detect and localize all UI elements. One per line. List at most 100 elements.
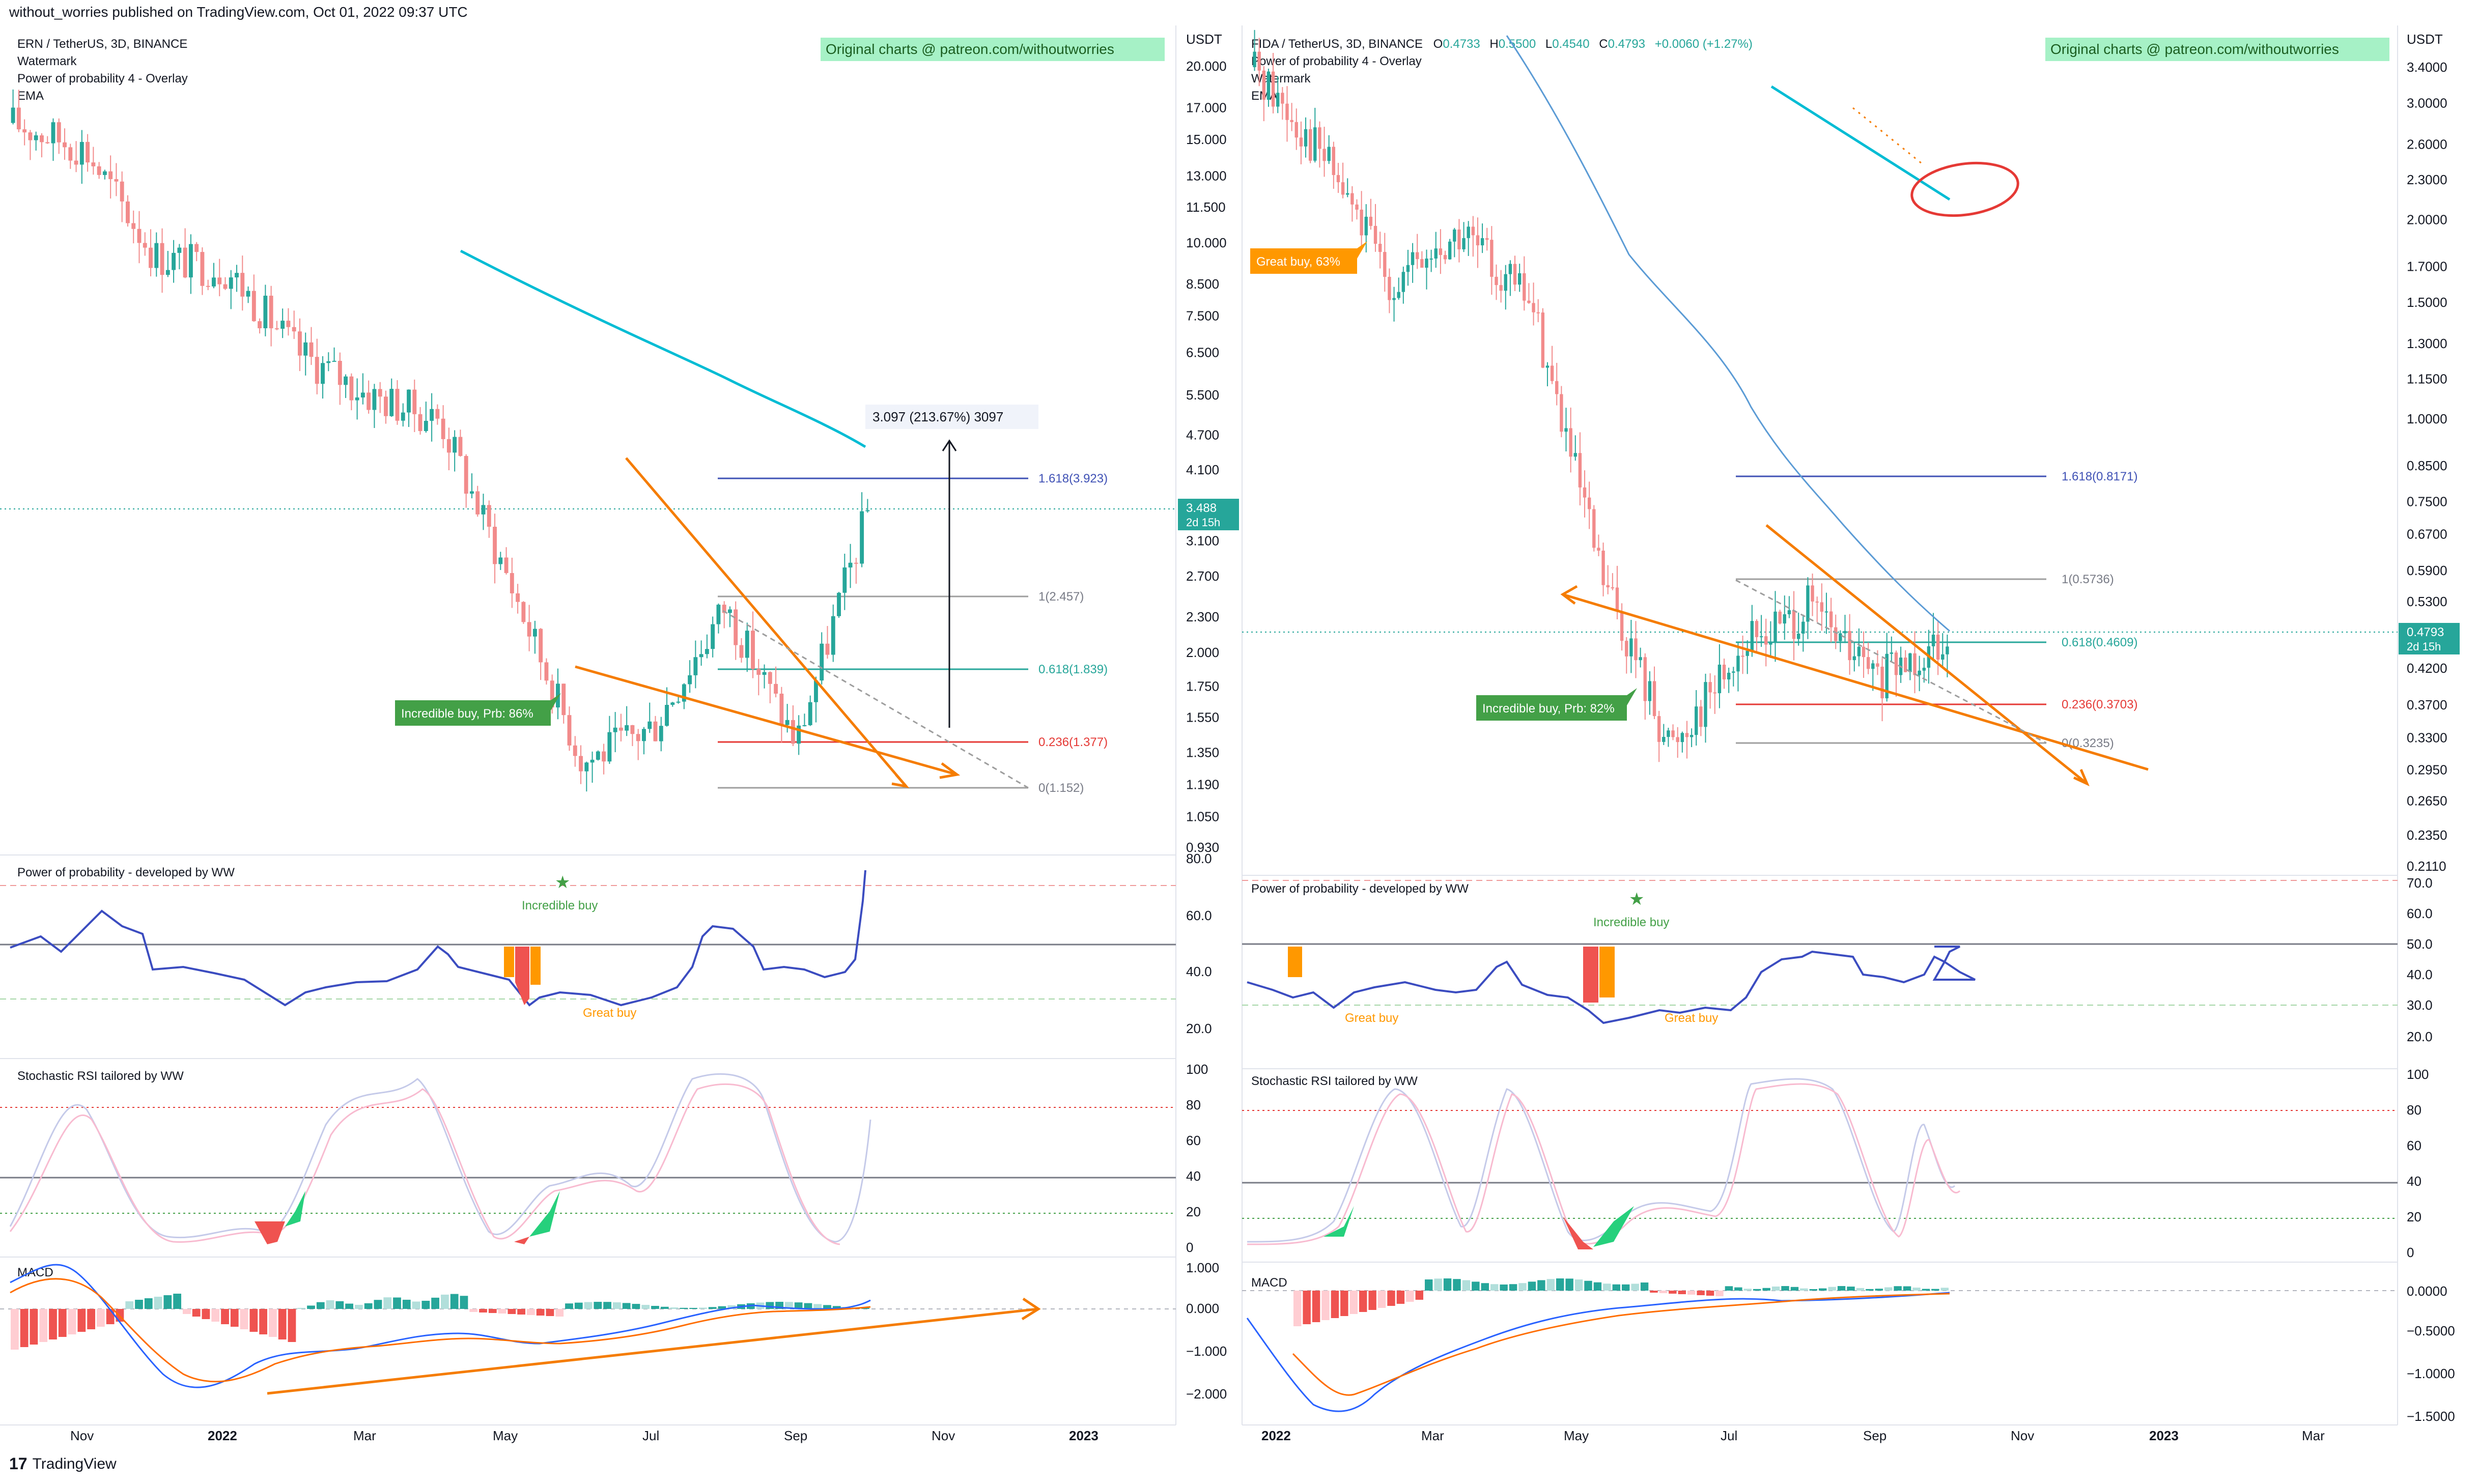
right-last-price-tag: 0.4793 2d 15h — [2399, 623, 2460, 654]
macd-tick: −1.000 — [1186, 1344, 1227, 1359]
right-promo-banner[interactable]: Original charts @ patreon.com/withoutwor… — [2045, 38, 2389, 61]
candle-body — [1411, 252, 1415, 265]
fib-0-label: 0(0.3235) — [2062, 736, 2114, 750]
candle-body — [1643, 657, 1647, 701]
candle-body — [1573, 453, 1577, 457]
macd-bar — [269, 1309, 277, 1337]
right-candles — [1253, 30, 1949, 762]
right-signal-incredible[interactable]: Incredible buy, Prb: 82% — [1476, 688, 1637, 721]
macd-bar — [1472, 1281, 1480, 1291]
candle-body — [1908, 653, 1912, 672]
right-title-line: Watermark — [1251, 72, 1311, 85]
macd-tick: −0.5000 — [2407, 1323, 2455, 1338]
macd-bar — [651, 1306, 659, 1309]
stoch-tick: 40 — [2407, 1174, 2421, 1189]
macd-bar — [1866, 1289, 1874, 1291]
left-price-axis[interactable]: USDT 20.000 17.000 15.000 13.000 11.500 10.00… — [1186, 32, 1227, 855]
macd-bar — [565, 1303, 573, 1309]
left-candles — [11, 89, 870, 792]
candle-body — [286, 321, 291, 327]
left-signal-incredible[interactable]: Incredible buy, Prb: 86% — [395, 693, 561, 726]
last-price: 3.488 — [1186, 501, 1217, 515]
left-macd-panel: MACD 1.000 0.000 −1.000 −2.000 — [0, 1260, 1227, 1402]
candle-body — [217, 277, 222, 284]
left-stoch-panel: Stochastic RSI tailored by WW 100 80 60 … — [0, 1062, 1208, 1255]
candle-body — [102, 171, 107, 175]
last-time: 2d 15h — [1186, 516, 1220, 529]
candle-body — [223, 284, 228, 289]
right-panel — [1242, 25, 2398, 1425]
price-tick: 1.7000 — [2407, 259, 2447, 274]
candle-body — [1704, 682, 1707, 727]
ohlc-l-label: L — [1545, 37, 1552, 51]
macd-bar — [1697, 1291, 1705, 1295]
macd-bar — [536, 1309, 545, 1316]
macd-bar — [1443, 1278, 1452, 1291]
candle-body — [430, 409, 434, 421]
macd-bar — [192, 1309, 201, 1317]
candle-body — [716, 605, 721, 624]
macd-bar — [584, 1302, 593, 1309]
right-signal-great[interactable]: Great buy, 63% — [1250, 241, 1367, 274]
candle-body — [1852, 656, 1856, 661]
candle-body — [1839, 633, 1842, 641]
candle-body — [258, 321, 262, 328]
candle-body — [143, 243, 147, 248]
candle-body — [670, 702, 675, 705]
candle-body — [441, 418, 445, 439]
candle-body — [321, 363, 325, 384]
candle-body — [86, 141, 90, 163]
candle-body — [1918, 670, 1921, 675]
left-promo-banner[interactable]: Original charts @ patreon.com/withoutwor… — [821, 38, 1165, 61]
candle-body — [653, 721, 658, 741]
macd-bar — [1593, 1282, 1602, 1291]
left-time-axis[interactable]: Nov 2022 Mar May Jul Sep Nov 2023 — [70, 1428, 1099, 1443]
candle-body — [1341, 182, 1345, 195]
price-tick: 2.6000 — [2407, 137, 2447, 152]
macd-bar — [1546, 1279, 1555, 1291]
pop-tick: 50.0 — [2407, 936, 2433, 952]
time-tick: 2022 — [1261, 1428, 1291, 1443]
candle-body — [240, 273, 245, 297]
right-title-block: FIDA / TetherUS, 3D, BINANCE O0.4733 H0.… — [1251, 37, 1753, 103]
candle-body — [1732, 671, 1735, 673]
candle-body — [1806, 585, 1810, 622]
candle-body — [206, 286, 210, 287]
candle-body — [475, 491, 480, 515]
candle-body — [1439, 248, 1443, 255]
candle-body — [1392, 298, 1396, 300]
left-measure-tool[interactable]: 3.097 (213.67%) 3097 — [865, 405, 1038, 728]
candle-body — [561, 683, 566, 716]
macd-bar — [297, 1307, 306, 1309]
macd-bar — [813, 1304, 822, 1309]
macd-bar — [1875, 1289, 1883, 1291]
macd-tick: 0.0000 — [2407, 1283, 2447, 1299]
price-tick: 0.8500 — [2407, 458, 2447, 473]
price-tick: 1.350 — [1186, 745, 1219, 760]
right-macd-panel: MACD 0.0000 −0.5000 −1.0000 −1.5000 — [1242, 1276, 2455, 1424]
candle-body — [1308, 129, 1312, 161]
macd-bar — [106, 1309, 115, 1324]
candle-body — [395, 389, 400, 421]
left-last-price-tag: 3.488 2d 15h — [1178, 499, 1239, 530]
candle-body — [739, 645, 744, 658]
candle-body — [1946, 646, 1949, 654]
candle-body — [665, 704, 669, 726]
macd-bar — [1537, 1280, 1545, 1291]
ohlc-o-label: O — [1433, 37, 1443, 51]
macd-bar — [1894, 1286, 1902, 1291]
right-fib-levels: 1.618(0.8171) 1(0.5736) 0.618(0.4609) 0.… — [1736, 470, 2137, 750]
candle-body — [1499, 285, 1503, 291]
candle-body — [11, 107, 15, 123]
macd-bar — [613, 1302, 621, 1309]
price-tick: 0.2110 — [2407, 859, 2446, 874]
candle-body — [504, 557, 509, 574]
price-tick: 3.4000 — [2407, 60, 2447, 75]
candle-body — [1467, 226, 1470, 238]
right-time-axis[interactable]: 2022 Mar May Jul Sep Nov 2023 Mar — [1261, 1428, 2325, 1443]
tradingview-footer[interactable]: 17 TradingView — [9, 1454, 117, 1473]
right-price-axis[interactable]: USDT 3.4000 3.0000 2.6000 2.3000 2.0000 1.700… — [2407, 32, 2447, 874]
macd-bar — [20, 1309, 29, 1347]
stoch-tick: 0 — [2407, 1245, 2414, 1260]
